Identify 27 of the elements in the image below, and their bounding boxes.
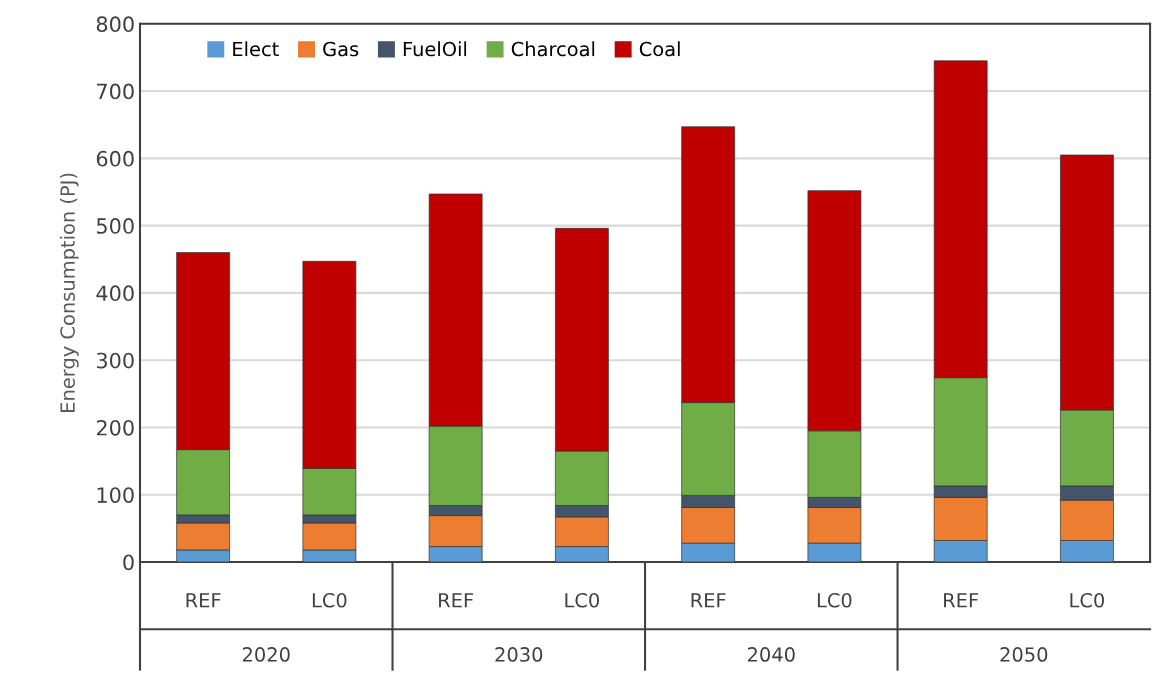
y-tick-label: 300 (96, 352, 134, 369)
y-tick-label: 800 (96, 16, 134, 33)
x-tick-label: REF (944, 593, 979, 608)
text: 2020 (242, 647, 290, 662)
y-tick-label: 100 (97, 487, 134, 503)
y-tick-label: 600 (96, 150, 134, 167)
y-tick-label: 700 (97, 83, 134, 100)
legend-label: FuelOil (403, 41, 467, 57)
y-tick-label: 200 (96, 419, 134, 436)
x-tick-label: LC0 (565, 592, 599, 608)
x-tick-label: REF (186, 593, 221, 608)
y-tick-label: 400 (96, 285, 134, 302)
legend-label: Elect (233, 41, 279, 57)
y-axis-title: Energy Consumption (PJ) (59, 173, 79, 412)
text: 2050 (1000, 647, 1048, 662)
text: 2040 (747, 647, 795, 662)
text: 2030 (495, 647, 543, 662)
y-tick-label: 0 (123, 554, 134, 571)
x-tick-label: REF (439, 593, 473, 608)
y-tick-label: 500 (96, 218, 134, 234)
x-tick-label: REF (691, 593, 726, 608)
x-tick-label: LC0 (312, 592, 347, 608)
x-tick-label: LC0 (1070, 592, 1105, 608)
legend-label: Charcoal (511, 41, 595, 57)
legend-label: Coal (639, 41, 680, 57)
x-tick-label: LC0 (817, 592, 852, 608)
legend-label: Gas (323, 41, 359, 57)
